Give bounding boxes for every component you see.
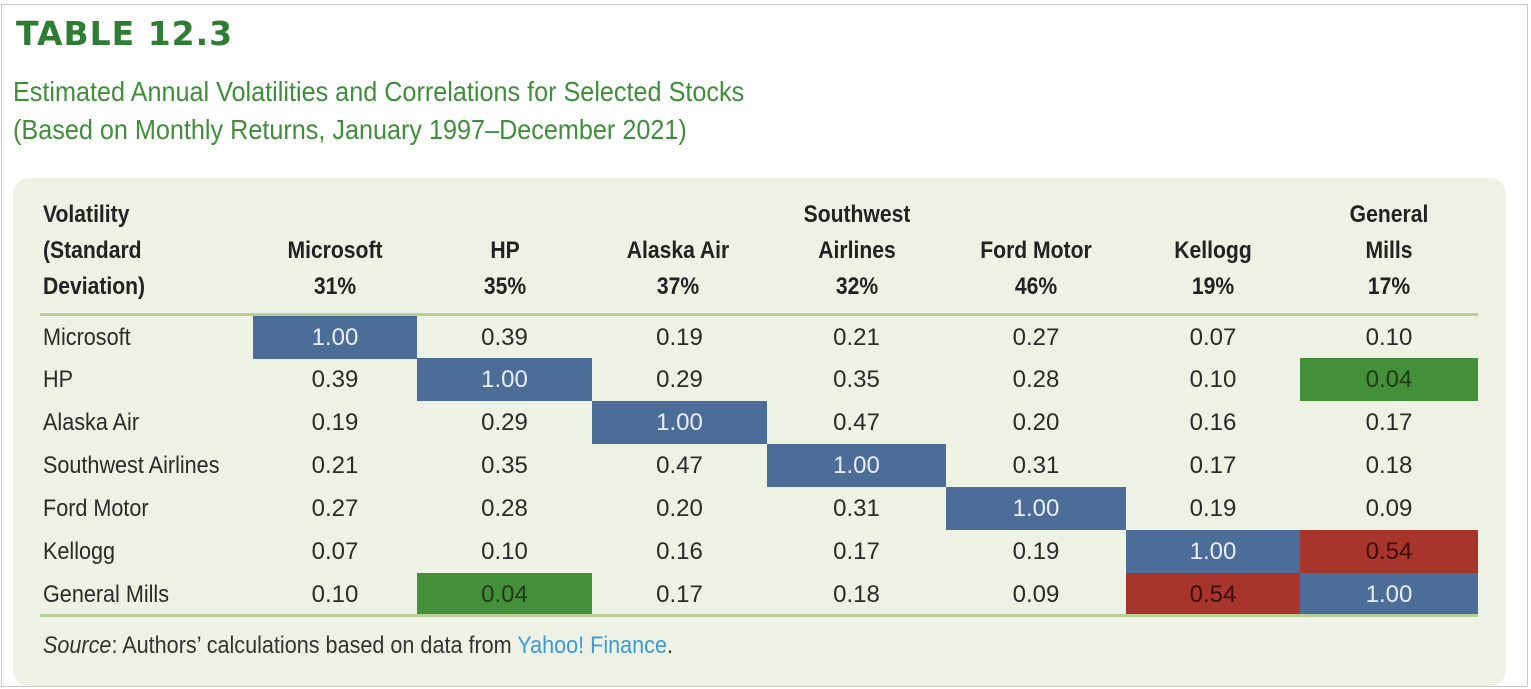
diagonal-cell: 1.00 [592,401,767,444]
diagonal-cell: 1.00 [1300,573,1478,616]
row-label: Microsoft [43,324,131,351]
correlation-cell: 0.39 [311,366,359,393]
table-title: Estimated Annual Volatilities and Correl… [13,73,744,149]
correlation-cell: 0.29 [481,409,528,436]
correlation-cell: 0.29 [656,366,703,393]
figure-frame [1,4,1528,687]
correlation-cell: 0.17 [1189,452,1237,479]
correlation-cell: 0.18 [833,581,880,608]
correlation-cell: 0.47 [833,409,880,436]
correlation-cell: 0.19 [656,324,703,351]
header-rule [40,313,1478,316]
row-label: Ford Motor [43,495,149,522]
correlation-cell: 0.10 [1365,324,1413,351]
bottom-rule [40,614,1478,617]
correlation-cell: 0.09 [1012,581,1060,608]
correlation-cell: 0.20 [656,495,703,522]
correlation-cell: 0.17 [656,581,703,608]
column-header: Alaska Air 37% [626,237,730,300]
table-title-line-1: Estimated Annual Volatilities and Correl… [13,76,745,107]
column-header: General Mills 17% [1349,201,1429,300]
correlation-cell: 0.19 [1189,495,1237,522]
correlation-cell: 0.27 [311,495,359,522]
correlation-cell: 0.21 [833,324,880,351]
correlation-cell: 0.31 [1012,452,1060,479]
column-header: Kellogg 19% [1174,237,1252,300]
correlation-cell: 0.35 [833,366,880,393]
diagonal-cell: 1.00 [417,358,592,401]
lowest-correlation-cell: 0.04 [417,573,592,616]
correlation-cell: 0.19 [1012,538,1060,565]
row-label: Southwest Airlines [43,452,220,479]
lowest-correlation-cell: 0.04 [1300,358,1478,401]
correlation-cell: 0.19 [311,409,359,436]
correlation-cell: 0.16 [656,538,703,565]
highest-correlation-cell: 0.54 [1126,573,1300,616]
source-end: . [666,632,673,659]
correlation-cell: 0.09 [1365,495,1413,522]
correlation-cell: 0.20 [1012,409,1060,436]
correlation-cell: 0.17 [1365,409,1413,436]
row-label: Alaska Air [43,409,140,436]
correlation-cell: 0.39 [481,324,528,351]
correlation-cell: 0.27 [1012,324,1060,351]
correlation-cell: 0.07 [311,538,359,565]
correlation-cell: 0.28 [1012,366,1060,393]
highest-correlation-cell: 0.54 [1300,530,1478,573]
diagonal-cell: 1.00 [253,316,417,359]
correlation-cell: 0.35 [481,452,528,479]
correlation-cell: 0.17 [833,538,880,565]
source-link[interactable]: Yahoo! Finance [517,632,667,659]
correlation-cell: 0.16 [1189,409,1237,436]
table-title-line-2: (Based on Monthly Returns, January 1997–… [13,114,687,145]
diagonal-cell: 1.00 [1126,530,1300,573]
column-header: Microsoft 31% [287,237,383,300]
correlation-cell: 0.18 [1365,452,1413,479]
column-header: Ford Motor 46% [980,237,1092,300]
correlation-cell: 0.28 [481,495,528,522]
correlation-cell: 0.21 [311,452,359,479]
source-label: Source [43,632,112,659]
corner-header: Volatility (Standard Deviation) [43,201,146,300]
row-label: HP [43,366,74,393]
table-label: TABLE 12.3 [16,14,234,53]
column-header: Southwest Airlines 32% [803,201,911,300]
source-text: : Authors’ calculations based on data fr… [111,632,518,659]
row-label: General Mills [43,581,170,608]
correlation-cell: 0.10 [311,581,359,608]
column-header: HP 35% [483,237,527,300]
diagonal-cell: 1.00 [767,444,946,487]
correlation-cell: 0.10 [481,538,528,565]
correlation-cell: 0.10 [1189,366,1237,393]
source-note: Source: Authors’ calculations based on d… [43,632,673,660]
correlation-cell: 0.31 [833,495,880,522]
diagonal-cell: 1.00 [946,487,1126,530]
row-label: Kellogg [43,538,116,565]
correlation-cell: 0.47 [656,452,703,479]
correlation-cell: 0.07 [1189,324,1237,351]
